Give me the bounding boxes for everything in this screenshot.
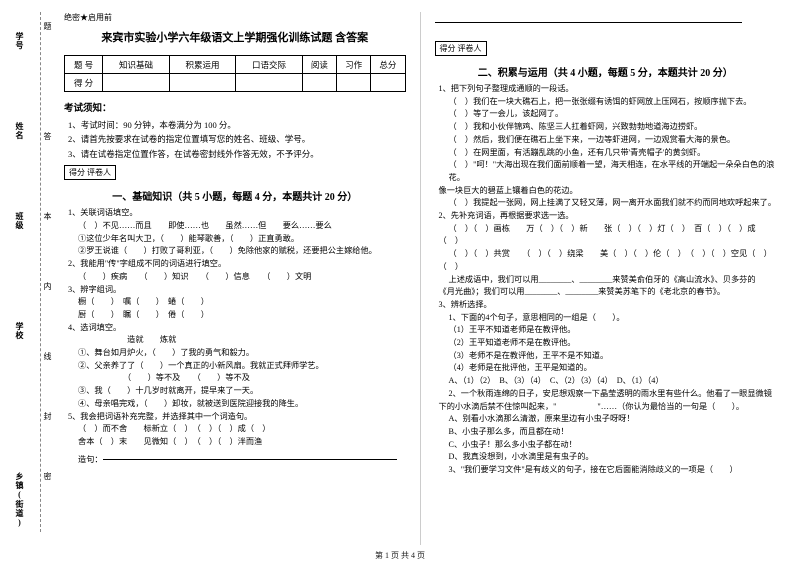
p2-f: 《月光曲》；我们可以用________、________来赞美苏笔下的《老北京的… bbox=[439, 286, 777, 299]
p1-h: （ ）我提起一张网，网上挂满了又轻又薄，网一离开水面我们就不约而同地欢呼起来了。 bbox=[449, 197, 777, 210]
p3-k: C、小虫子！那么多小虫子都在动！ bbox=[449, 439, 777, 452]
q2: 2、我能用"传"字组成不同的词语进行填空。 bbox=[68, 258, 406, 271]
seal-char: 密 bbox=[42, 472, 53, 480]
notice-header: 考试须知： bbox=[64, 100, 406, 114]
p3-f: A、（1）（2） B、（3）（4） C、（2）（3）（4） D、（1）（4） bbox=[449, 375, 777, 388]
blank-line[interactable] bbox=[103, 451, 398, 460]
section-1-title: 一、基础知识（共 5 小题，每题 4 分，本题共计 20 分） bbox=[64, 188, 406, 203]
p3-l: D、我真没想到，小水滴里是有虫子的。 bbox=[449, 451, 777, 464]
table-row: 得 分 bbox=[65, 74, 406, 92]
score-head: 总分 bbox=[371, 56, 405, 74]
score-head: 阅读 bbox=[302, 56, 336, 74]
spine-label: 学号 bbox=[14, 32, 25, 50]
p3-c: （2）王平知道老师不是在教评他。 bbox=[449, 337, 777, 350]
seal-char: 答 bbox=[42, 132, 53, 140]
p3-a: 1、下面的4个句子，意思相同的一组是（ ）。 bbox=[449, 312, 777, 325]
p2: 2、先补充词语，再根据要求选一选。 bbox=[439, 210, 777, 223]
q1-b: ①这位少年名叫大卫，（ ）能琴歌善，（ ）正直勇敢。 bbox=[78, 233, 406, 246]
seal-char: 本 bbox=[42, 212, 53, 220]
p3-b: （1）王平不知道老师是在教评他。 bbox=[449, 324, 777, 337]
q2-a: （ ）疾病 （ ）知识 （ ）信息 （ ）文明 bbox=[78, 271, 406, 284]
p1-c: （ ）我和小伙伴锦鸡、陈坚三人扛着虾网，兴致勃勃地道海边捞虾。 bbox=[449, 121, 777, 134]
page-number: 第 1 页 共 4 页 bbox=[0, 550, 800, 561]
binding-spine: 学号 姓名 班级 学校 乡镇(街道) 题 答 本 内 线 封 密 bbox=[14, 12, 54, 545]
spine-label: 班级 bbox=[14, 212, 25, 230]
q5-c-label: 造句： bbox=[78, 455, 103, 464]
q4-b: ①、舞台如月炉火，（ ）了我的勇气和毅力。 bbox=[78, 347, 406, 360]
spine-label: 学校 bbox=[14, 322, 25, 340]
q4-e: ③、我（ ）十几岁时就离开，提早来了一天。 bbox=[78, 385, 406, 398]
q5-c: 造句： bbox=[78, 449, 406, 467]
right-column: 得分 评卷人 二、积累与运用（共 4 小题，每题 5 分，本题共计 20 分） … bbox=[425, 12, 787, 545]
p2-e: 上述成语中，我们可以用________、________来赞美俞伯牙的《高山流水… bbox=[449, 274, 777, 287]
p1-g: 像一块巨大的碧蓝上镶着白色的花边。 bbox=[439, 185, 777, 198]
left-column: 绝密★启用前 来宾市实验小学六年级语文上学期强化训练试题 含答案 题 号 知识基… bbox=[54, 12, 416, 545]
p1-a: （ ）我们在一块大礁石上，把一张张缀有诱饵的虾网放上压网石，按顺序抛下去。 bbox=[449, 96, 777, 109]
p2-c: （ ）（ ）共赏 （ ）（ ）绕梁 美（ ）（ ）伦（ ） （ ）（ ）空见（ … bbox=[449, 248, 777, 261]
score-cell[interactable] bbox=[103, 74, 170, 92]
p1-d: （ ）然后，我们便在礁石上坐下来，一边等虾进网，一边观赏看大海的景色。 bbox=[449, 134, 777, 147]
q5-b: 舍本（ ）末 见微知（ ） （ ）（ ）泮而渔 bbox=[78, 436, 406, 449]
score-cell[interactable] bbox=[302, 74, 336, 92]
p3-g: 2、一个秋雨连绵的日子，安尼想观察一下晶莹透明的雨水里有些什么。他看了一眼显微镜 bbox=[449, 388, 777, 401]
q3-a: 橱（ ） 嘱（ ） 蜷（ ） bbox=[78, 296, 406, 309]
q5: 5、我会把词语补充完整，并选择其中一个词造句。 bbox=[68, 411, 406, 424]
q3: 3、辨字组词。 bbox=[68, 284, 406, 297]
q1: 1、关联词语填空。 bbox=[68, 207, 406, 220]
p3-h: 下的小水滴后禁不住惊叫起来，" "……（你认为最恰当的一句是（ ）。 bbox=[439, 401, 777, 414]
p3-e: （4）老师是在批评他，王平是知道的。 bbox=[449, 362, 777, 375]
p4: 3、"我们要学习文件"是有歧义的句子，接在它后面能消除歧义的一项是（ ） bbox=[449, 464, 777, 477]
score-head: 知识基础 bbox=[103, 56, 170, 74]
seal-line bbox=[40, 12, 41, 532]
p1-b: （ ）等了一会儿，该起网了。 bbox=[449, 108, 777, 121]
p3-i: A、别看小水滴那么清澈，原来里边有小虫子呀呀！ bbox=[449, 413, 777, 426]
q5-a: （ ）而不舍 标新立（ ） （ ）（ ）成（ ） bbox=[78, 423, 406, 436]
spine-label: 乡镇(街道) bbox=[14, 472, 25, 528]
seal-char: 内 bbox=[42, 282, 53, 290]
score-head: 积累运用 bbox=[169, 56, 236, 74]
score-head: 口语交际 bbox=[236, 56, 303, 74]
p1-f: （ ）"呵！"大海出现在我们面前顺着一望，海天相连，在水平线的开端起一朵朵白色的… bbox=[449, 159, 777, 184]
spine-label: 姓名 bbox=[14, 122, 25, 140]
table-row: 题 号 知识基础 积累运用 口语交际 阅读 习作 总分 bbox=[65, 56, 406, 74]
notice-item: 3、请在试卷指定位置作答，在试卷密封线外作答无效，不予评分。 bbox=[68, 147, 406, 161]
p2-d: （ ） bbox=[439, 261, 777, 274]
secrecy-mark: 绝密★启用前 bbox=[64, 12, 406, 23]
score-row-label: 得 分 bbox=[65, 74, 103, 92]
marker-box: 得分 评卷人 bbox=[64, 165, 116, 180]
q4: 4、选词填空。 bbox=[68, 322, 406, 335]
p1-e: （ ）在网里面，有活蹦乱跳的小鱼，还有几只带'青壳帽子'的黄剑虾。 bbox=[449, 147, 777, 160]
seal-char: 题 bbox=[42, 22, 53, 30]
score-cell[interactable] bbox=[236, 74, 303, 92]
paper-title: 来宾市实验小学六年级语文上学期强化训练试题 含答案 bbox=[64, 29, 406, 45]
score-head: 题 号 bbox=[65, 56, 103, 74]
blank-line[interactable] bbox=[435, 14, 742, 23]
p3: 3、辨析选择。 bbox=[439, 299, 777, 312]
p1: 1、把下列句子整理成通顺的一段话。 bbox=[439, 83, 777, 96]
p3-j: B、小虫子那么多，而且都在动！ bbox=[449, 426, 777, 439]
score-table: 题 号 知识基础 积累运用 口语交际 阅读 习作 总分 得 分 bbox=[64, 55, 406, 92]
score-cell[interactable] bbox=[371, 74, 405, 92]
q1-a: （ ）不见……而且 即使……也 虽然……但 要么……要么 bbox=[78, 220, 406, 233]
q1-c: ②罗王说谁（ ）打败了哥利亚，（ ）免除他家的赋税，还要把公主嫁给他。 bbox=[78, 245, 406, 258]
q3-b: 厨（ ） 瞩（ ） 倦（ ） bbox=[78, 309, 406, 322]
q4-f: ④、母亲唱完戏，（ ）卸妆，就被送到医院迎接我的降生。 bbox=[78, 398, 406, 411]
score-cell[interactable] bbox=[337, 74, 371, 92]
p3-d: （3）老师不是在教评他，王平不是不知道。 bbox=[449, 350, 777, 363]
seal-char: 封 bbox=[42, 412, 53, 420]
q4-c: ②、父亲养了了（ ）一个真正的小新风扇。我就正式拜师学艺。 bbox=[78, 360, 406, 373]
notice-item: 1、考试时间：90 分钟，本卷满分为 100 分。 bbox=[68, 118, 406, 132]
q4-d: （ ）等不及 （ ）等不及 bbox=[78, 372, 406, 385]
notice-item: 2、请首先按要求在试卷的指定位置填写您的姓名、班级、学号。 bbox=[68, 132, 406, 146]
q4-a: 造就 炼就 bbox=[78, 334, 406, 347]
section-2-title: 二、积累与运用（共 4 小题，每题 5 分，本题共计 20 分） bbox=[435, 64, 777, 79]
p2-a: （ ）（ ）画栋 万（ ）（ ）新 张（ ）（ ）灯（ ） 百（ ）（ ）成 bbox=[449, 223, 777, 236]
column-divider bbox=[420, 12, 421, 545]
score-cell[interactable] bbox=[169, 74, 236, 92]
p2-b: （ ） bbox=[439, 235, 777, 248]
marker-box: 得分 评卷人 bbox=[435, 41, 487, 56]
score-head: 习作 bbox=[337, 56, 371, 74]
seal-char: 线 bbox=[42, 352, 53, 360]
